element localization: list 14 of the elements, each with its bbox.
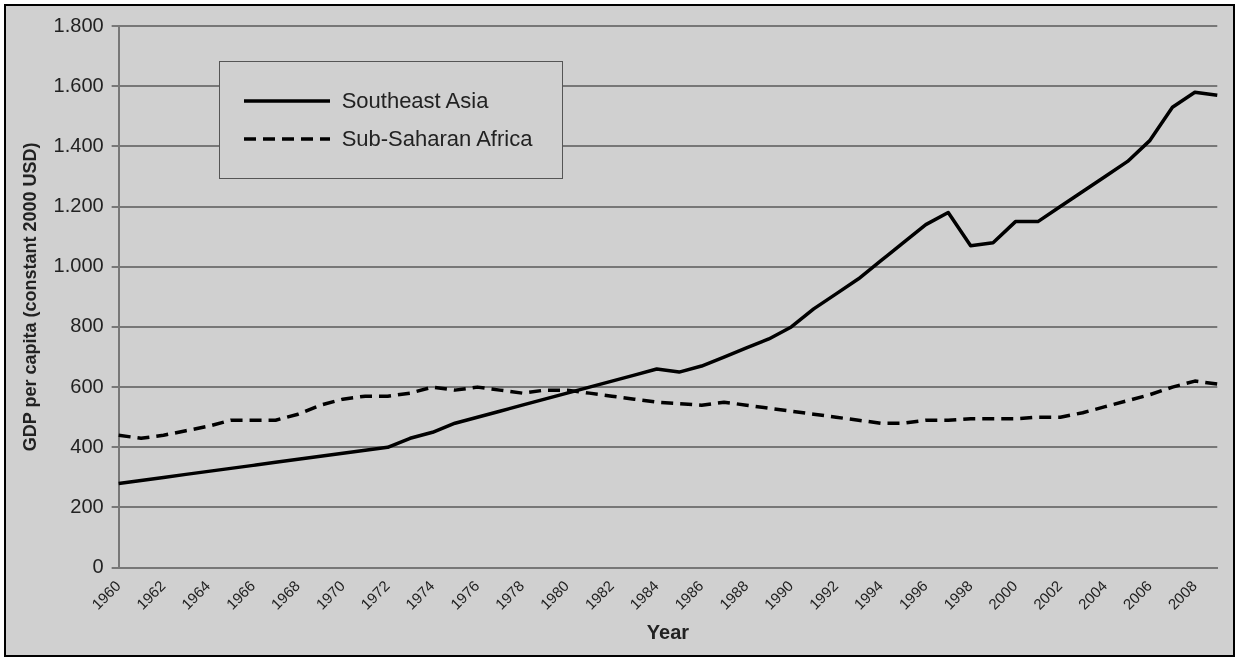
y-tick-label: 1.600 — [53, 73, 104, 96]
legend-label: Sub-Saharan Africa — [341, 126, 533, 152]
y-tick-label: 0 — [92, 555, 104, 578]
y-tick-label: 1.200 — [53, 194, 104, 217]
y-axis-title: GDP per capita (constant 2000 USD) — [19, 142, 40, 452]
y-tick-label: 200 — [70, 495, 104, 518]
y-tick-label: 400 — [70, 434, 104, 457]
y-tick-label: 600 — [70, 374, 104, 397]
x-axis-title: Year — [646, 620, 690, 643]
y-tick-label: 1.000 — [53, 254, 104, 277]
y-tick-label: 800 — [70, 314, 104, 337]
y-tick-label: 1.400 — [53, 133, 104, 156]
legend-label: Southeast Asia — [341, 88, 489, 114]
y-tick-label: 1.800 — [53, 13, 104, 36]
